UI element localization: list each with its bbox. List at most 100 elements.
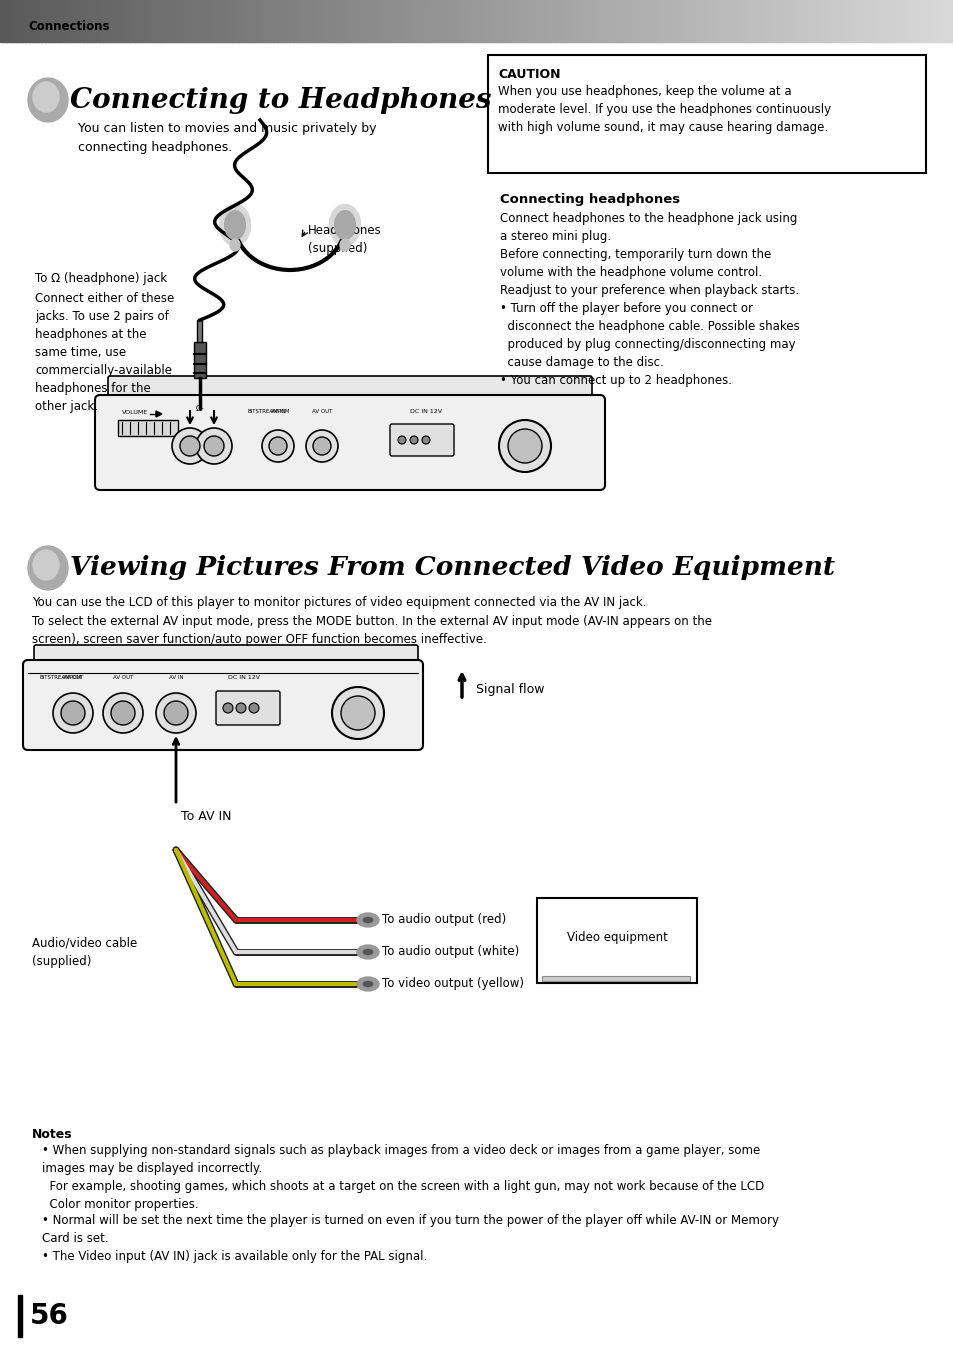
Bar <box>877 0 881 42</box>
Bar <box>610 0 614 42</box>
Bar <box>232 0 236 42</box>
Bar <box>527 0 532 42</box>
Bar <box>565 0 570 42</box>
Bar <box>10 0 13 42</box>
Bar <box>845 0 849 42</box>
Bar <box>426 0 430 42</box>
Bar <box>108 0 112 42</box>
Text: Ω-: Ω- <box>195 404 204 413</box>
Ellipse shape <box>330 205 359 245</box>
Bar <box>222 0 227 42</box>
Bar <box>498 0 503 42</box>
Bar <box>191 0 194 42</box>
Bar <box>858 0 862 42</box>
Bar <box>488 55 925 174</box>
Bar <box>855 0 859 42</box>
Bar <box>254 0 258 42</box>
Bar <box>178 0 182 42</box>
Bar <box>124 0 128 42</box>
Bar <box>355 0 360 42</box>
Bar <box>76 0 80 42</box>
Bar <box>181 0 185 42</box>
Bar <box>598 0 601 42</box>
Bar <box>541 976 689 981</box>
Bar <box>762 0 766 42</box>
Bar <box>235 0 239 42</box>
Bar <box>801 0 804 42</box>
Bar <box>524 0 528 42</box>
Bar <box>667 0 671 42</box>
Bar <box>753 0 757 42</box>
Bar <box>95 0 99 42</box>
FancyBboxPatch shape <box>23 660 422 750</box>
Bar <box>105 0 109 42</box>
Bar <box>455 0 458 42</box>
Text: BITSTREAMPCM: BITSTREAMPCM <box>248 409 290 415</box>
Bar <box>794 0 799 42</box>
Bar <box>92 0 96 42</box>
Bar <box>546 0 551 42</box>
Bar <box>169 0 172 42</box>
Bar <box>600 0 604 42</box>
Circle shape <box>306 429 337 462</box>
Bar <box>321 0 325 42</box>
Bar <box>429 0 433 42</box>
Circle shape <box>507 429 541 463</box>
Bar <box>931 0 935 42</box>
Bar <box>670 0 675 42</box>
Bar <box>765 0 770 42</box>
Bar <box>737 0 741 42</box>
Bar <box>336 0 341 42</box>
Bar <box>340 0 344 42</box>
Bar <box>140 0 144 42</box>
Circle shape <box>410 436 417 444</box>
Text: Notes: Notes <box>32 1128 72 1141</box>
Bar <box>35 0 39 42</box>
Bar <box>521 0 525 42</box>
Bar <box>248 0 252 42</box>
Bar <box>48 0 51 42</box>
Bar <box>308 0 313 42</box>
Bar <box>445 0 449 42</box>
Ellipse shape <box>33 551 59 580</box>
Text: VOLUME: VOLUME <box>122 411 148 415</box>
Bar <box>483 0 487 42</box>
Text: To Ω (headphone) jack: To Ω (headphone) jack <box>35 272 167 285</box>
Bar <box>893 0 897 42</box>
Bar <box>584 0 589 42</box>
Text: • When supplying non-standard signals such as playback images from a video deck : • When supplying non-standard signals su… <box>42 1144 763 1211</box>
Bar <box>276 0 280 42</box>
Text: When you use headphones, keep the volume at a
moderate level. If you use the hea: When you use headphones, keep the volume… <box>497 85 830 135</box>
Bar <box>636 0 639 42</box>
Bar <box>413 0 417 42</box>
Bar <box>708 0 713 42</box>
Bar <box>588 0 592 42</box>
Bar <box>283 0 287 42</box>
Bar <box>102 0 106 42</box>
Bar <box>572 0 576 42</box>
Text: DC IN 12V: DC IN 12V <box>410 409 441 415</box>
Bar <box>419 0 423 42</box>
Bar <box>896 0 900 42</box>
Circle shape <box>172 428 208 464</box>
Bar <box>314 0 318 42</box>
Text: Connecting headphones: Connecting headphones <box>499 192 679 206</box>
Bar <box>508 0 513 42</box>
Circle shape <box>269 437 287 455</box>
Circle shape <box>498 420 551 472</box>
FancyBboxPatch shape <box>108 376 592 402</box>
Bar <box>648 0 652 42</box>
Bar <box>188 0 192 42</box>
Bar <box>369 0 373 42</box>
Bar <box>457 0 461 42</box>
Circle shape <box>332 686 384 739</box>
Bar <box>407 0 411 42</box>
Text: DC IN 12V: DC IN 12V <box>228 674 260 680</box>
Ellipse shape <box>363 981 373 987</box>
Bar <box>210 0 213 42</box>
Bar <box>19 0 23 42</box>
Bar <box>502 0 506 42</box>
Bar <box>403 0 408 42</box>
Bar <box>832 0 837 42</box>
Bar <box>696 0 700 42</box>
